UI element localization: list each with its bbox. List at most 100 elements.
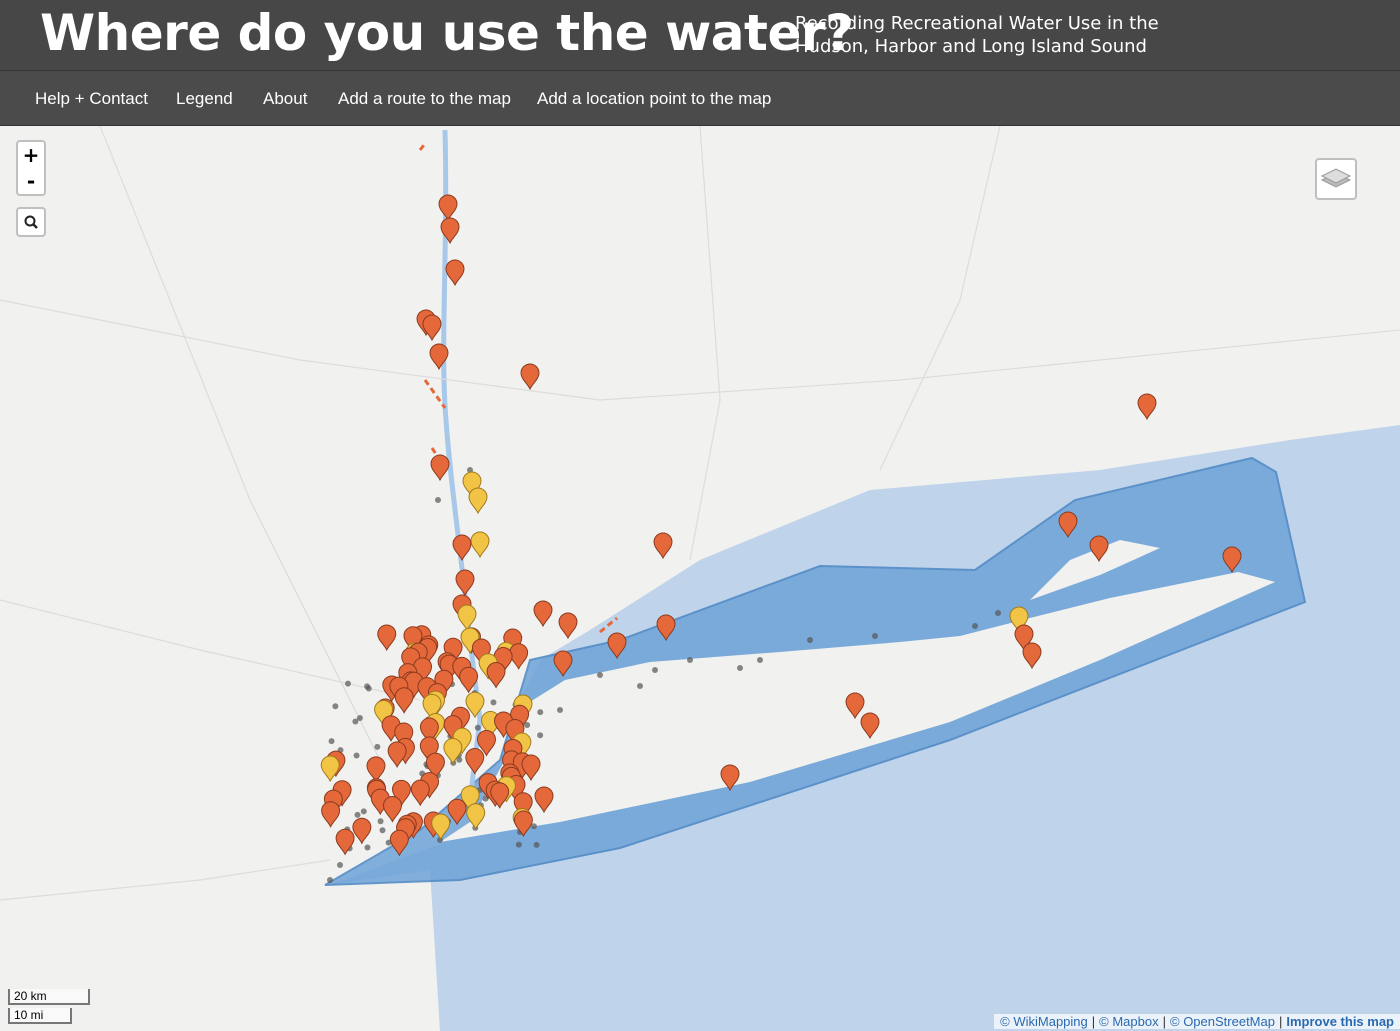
point[interactable] [353, 752, 360, 759]
map-marker[interactable] [394, 722, 414, 750]
point[interactable] [524, 721, 531, 728]
point[interactable] [377, 818, 384, 825]
point[interactable] [327, 877, 333, 883]
point[interactable] [337, 862, 343, 868]
point[interactable] [467, 467, 473, 473]
map-marker[interactable] [335, 828, 355, 856]
point[interactable] [872, 633, 878, 639]
point[interactable] [995, 610, 1001, 616]
map-marker[interactable] [465, 691, 485, 719]
map-marker[interactable] [558, 612, 578, 640]
point[interactable] [332, 703, 339, 710]
map-marker[interactable] [422, 693, 442, 721]
map-marker[interactable] [440, 217, 460, 245]
map-marker[interactable] [476, 729, 496, 757]
map-marker[interactable] [468, 487, 488, 515]
route[interactable] [418, 144, 426, 151]
nav-link[interactable]: Add a route to the map [338, 89, 511, 108]
map-marker[interactable] [607, 632, 627, 660]
attribution-link[interactable]: Improve this map [1286, 1014, 1394, 1029]
point[interactable] [354, 811, 361, 818]
map-marker[interactable] [429, 343, 449, 371]
map-marker[interactable] [425, 752, 445, 780]
point[interactable] [364, 683, 371, 690]
point[interactable] [328, 738, 335, 745]
map-marker[interactable] [391, 779, 411, 807]
map-marker[interactable] [1222, 546, 1242, 574]
map[interactable] [0, 126, 1400, 1031]
map-marker[interactable] [1137, 393, 1157, 421]
map-marker[interactable] [653, 532, 673, 560]
map-marker[interactable] [490, 782, 510, 809]
point[interactable] [360, 808, 367, 815]
nav-link[interactable]: Legend [176, 89, 233, 108]
point[interactable] [379, 827, 386, 834]
map-marker[interactable] [1089, 535, 1109, 563]
point[interactable] [687, 657, 693, 663]
map-marker[interactable] [860, 712, 880, 740]
point[interactable] [364, 844, 371, 851]
point[interactable] [515, 841, 522, 848]
point[interactable] [637, 683, 643, 689]
point[interactable] [652, 667, 658, 673]
map-marker[interactable] [320, 755, 340, 783]
map-marker[interactable] [366, 756, 386, 783]
map-marker[interactable] [389, 829, 409, 857]
map-marker[interactable] [459, 666, 479, 694]
map-marker[interactable] [1014, 624, 1034, 652]
map-marker[interactable] [394, 687, 414, 714]
map-marker[interactable] [486, 661, 506, 689]
zoom-in[interactable]: + [22, 143, 40, 167]
map-marker[interactable] [720, 764, 740, 792]
map-marker[interactable] [443, 737, 463, 765]
map-marker[interactable] [382, 796, 402, 823]
map-marker[interactable] [403, 626, 423, 653]
point[interactable] [807, 637, 813, 643]
map-marker[interactable] [445, 259, 465, 287]
attribution-link[interactable]: © Mapbox [1099, 1014, 1159, 1029]
zoom-out[interactable]: - [26, 169, 36, 193]
map-marker[interactable] [1009, 606, 1029, 634]
nav-link[interactable]: About [263, 89, 308, 108]
point[interactable] [737, 665, 743, 671]
attribution-link[interactable]: © OpenStreetMap [1170, 1014, 1275, 1029]
point[interactable] [537, 709, 544, 716]
map-marker[interactable] [521, 754, 541, 782]
attribution-link[interactable]: © WikiMapping [1000, 1014, 1088, 1029]
map-marker[interactable] [470, 531, 490, 559]
map-marker[interactable] [513, 792, 533, 819]
route[interactable] [430, 447, 442, 461]
map-marker[interactable] [447, 798, 467, 826]
point[interactable] [474, 724, 481, 731]
point[interactable] [537, 732, 544, 739]
map-marker[interactable] [321, 801, 341, 828]
point[interactable] [530, 823, 537, 830]
map-marker[interactable] [438, 194, 458, 222]
point[interactable] [356, 715, 363, 722]
point[interactable] [344, 680, 351, 687]
map-marker[interactable] [1022, 642, 1042, 670]
layers-button[interactable] [1315, 158, 1357, 200]
route[interactable] [599, 616, 618, 634]
map-marker[interactable] [457, 604, 477, 632]
point[interactable] [972, 623, 978, 629]
map-marker[interactable] [422, 314, 442, 342]
route[interactable] [423, 379, 447, 409]
point[interactable] [533, 841, 540, 848]
map-marker[interactable] [387, 741, 407, 768]
map-marker[interactable] [352, 817, 372, 845]
search-button[interactable] [16, 207, 46, 237]
map-marker[interactable] [452, 534, 472, 562]
point[interactable] [597, 672, 603, 678]
map-marker[interactable] [419, 717, 439, 745]
map-marker[interactable] [465, 748, 485, 775]
map-marker[interactable] [377, 624, 397, 652]
map-marker[interactable] [553, 650, 573, 678]
point[interactable] [374, 743, 381, 750]
map-marker[interactable] [520, 363, 540, 391]
map-marker[interactable] [455, 569, 475, 597]
nav-link[interactable]: Add a location point to the map [537, 89, 772, 108]
point[interactable] [435, 497, 441, 503]
map-marker[interactable] [513, 810, 533, 838]
map-marker[interactable] [509, 643, 529, 670]
